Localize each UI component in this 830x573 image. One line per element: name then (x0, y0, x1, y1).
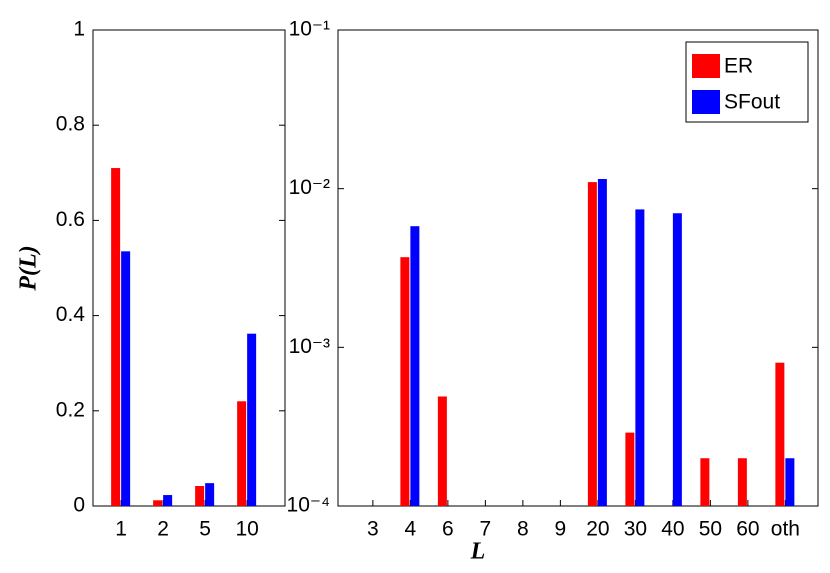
y-tick-label: 10⁻² (289, 176, 330, 199)
x-tick-label: 60 (736, 518, 759, 541)
bar (410, 226, 420, 506)
x-tick-label: 40 (661, 518, 684, 541)
bar (437, 396, 447, 506)
x-tick-label: 9 (555, 518, 567, 541)
y-tick-label: 0.2 (56, 398, 85, 421)
y-tick-label: 0 (73, 494, 85, 517)
axes-box (92, 29, 286, 507)
x-tick-label: 30 (624, 518, 647, 541)
bar (237, 401, 247, 506)
axes-box (337, 29, 819, 507)
x-tick-label: oth (771, 518, 800, 541)
bar (153, 500, 163, 506)
y-tick-label: 0.6 (56, 208, 85, 231)
bar (205, 483, 215, 506)
bar (625, 432, 635, 506)
x-tick-label: 5 (199, 518, 211, 541)
y-tick-label: 1 (73, 18, 85, 41)
bar (635, 209, 645, 507)
bar (111, 168, 121, 507)
x-tick-label: 6 (442, 518, 454, 541)
x-tick-label: 50 (699, 518, 722, 541)
x-tick-label: 3 (367, 518, 379, 541)
bar (737, 458, 747, 506)
y-tick-label: 10⁻¹ (289, 18, 330, 41)
bar (400, 257, 410, 506)
legend-label: SFout (724, 91, 780, 114)
bar (195, 486, 205, 506)
y-axis-label: P(L) (16, 245, 42, 291)
y-tick-label: 0.8 (56, 113, 85, 136)
bar (597, 179, 607, 506)
x-tick-label: 20 (586, 518, 609, 541)
x-axis-label: L (470, 539, 486, 565)
x-tick-label: 1 (115, 518, 127, 541)
x-tick-label: 8 (517, 518, 529, 541)
bar (121, 251, 131, 506)
x-tick-label: 10 (235, 518, 258, 541)
y-tick-label: 10⁻⁴ (287, 494, 330, 517)
x-tick-label: 4 (405, 518, 417, 541)
legend-label: ER (724, 55, 753, 78)
bar (247, 333, 257, 506)
x-tick-label: 7 (480, 518, 492, 541)
bar (700, 458, 710, 506)
bar (587, 182, 597, 506)
bar (775, 362, 785, 506)
y-tick-label: 0.4 (56, 303, 86, 326)
bar (672, 213, 682, 506)
bar (163, 495, 173, 506)
bar (785, 458, 795, 506)
legend-swatch (692, 90, 720, 114)
y-tick-label: 10⁻³ (289, 335, 330, 358)
x-tick-label: 2 (157, 518, 169, 541)
legend-swatch (692, 54, 720, 78)
